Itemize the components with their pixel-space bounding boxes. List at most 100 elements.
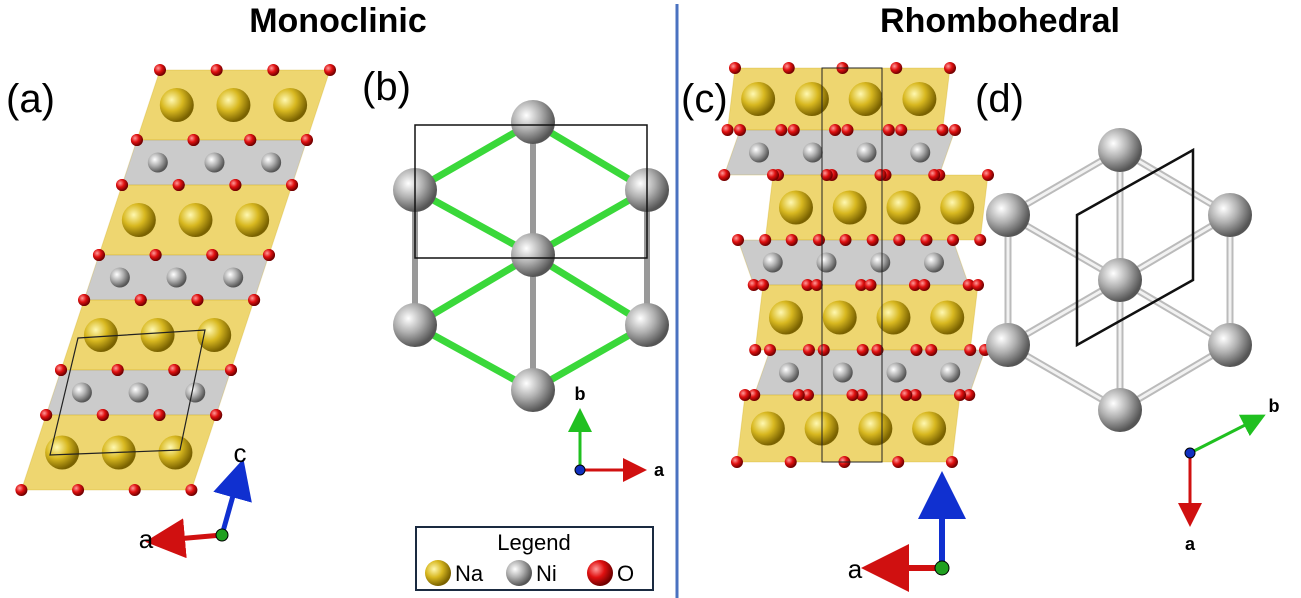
na-atom: [832, 190, 867, 225]
unit-cell: [49, 329, 206, 456]
ni-atom: [625, 303, 669, 347]
o-atom: [210, 409, 223, 421]
o-atom: [802, 389, 814, 401]
o-atom: [829, 124, 842, 136]
na-atom: [822, 300, 857, 335]
axis-label: a: [848, 554, 863, 584]
o-atom: [149, 249, 162, 261]
o-atom: [210, 64, 223, 76]
o-atom: [785, 234, 798, 246]
o-atom: [900, 389, 913, 401]
na-atom: [930, 300, 965, 335]
na-atom: [750, 411, 785, 446]
o-atom: [72, 484, 85, 496]
ni-atom: [802, 142, 823, 163]
o-atom: [732, 234, 744, 246]
bond: [529, 251, 651, 329]
na-atom: [741, 82, 776, 116]
na-atom: [886, 190, 921, 225]
o-atom: [882, 124, 895, 136]
o-atom: [871, 344, 884, 356]
na-atom: [902, 82, 937, 116]
o-atom: [784, 456, 797, 468]
o-atom: [782, 62, 795, 74]
o-atom: [909, 279, 921, 291]
axis-arrow: [1189, 414, 1266, 455]
o-atom: [324, 64, 336, 76]
title-right: Rhombohedral: [880, 2, 1120, 40]
o-atom: [191, 294, 204, 306]
ni-atom: [223, 267, 244, 288]
o-atom: [55, 364, 67, 376]
o-atom: [792, 389, 805, 401]
ni-atom: [1208, 323, 1252, 367]
o-atom: [730, 456, 743, 468]
o-atom: [206, 249, 219, 261]
o-atom: [841, 124, 854, 136]
o-atom: [225, 364, 237, 376]
o-atom: [972, 279, 984, 291]
ni-atom: [749, 142, 769, 163]
bond: [411, 321, 537, 394]
axis-label: b: [575, 384, 586, 404]
ni-atom: [986, 323, 1030, 367]
o-atom: [116, 179, 129, 191]
legend-swatch: [587, 560, 613, 586]
o-atom: [748, 389, 761, 401]
o-atom: [963, 389, 976, 401]
o-atom: [775, 124, 788, 136]
ni-atom: [204, 152, 225, 173]
o-atom: [286, 179, 299, 191]
o-atom: [928, 169, 941, 181]
o-atom: [787, 124, 800, 136]
ni-atom: [924, 252, 944, 273]
na-atom: [121, 203, 156, 237]
o-atom: [172, 179, 185, 191]
ni-atom: [1098, 388, 1142, 432]
axis-origin: [1184, 447, 1196, 459]
o-atom: [168, 364, 181, 376]
bond: [529, 118, 651, 194]
ni-atom: [109, 267, 130, 288]
ni-atom: [128, 382, 149, 403]
o-atom: [134, 294, 147, 306]
o-atom: [729, 62, 741, 74]
o-atom: [154, 64, 166, 76]
o-atom: [925, 344, 938, 356]
o-atom: [734, 124, 746, 136]
legend-swatch: [425, 560, 451, 586]
na-atom: [768, 300, 803, 335]
o-atom: [936, 124, 949, 136]
axis-label: a: [139, 524, 154, 554]
panel-label: (b): [362, 65, 411, 109]
ni-atom: [147, 152, 168, 173]
legend-item: Na: [455, 561, 484, 586]
o-atom: [895, 124, 908, 136]
na-atom: [858, 411, 893, 446]
o-atom: [949, 124, 961, 136]
legend-item: O: [617, 561, 634, 586]
ni-atom: [986, 193, 1030, 237]
o-atom: [78, 294, 91, 306]
o-atom: [855, 389, 868, 401]
na-atom: [848, 82, 883, 116]
o-atom: [982, 169, 994, 181]
o-atom: [893, 234, 906, 246]
panel-label: (d): [975, 77, 1024, 121]
ni-atom: [856, 142, 877, 163]
o-atom: [866, 234, 879, 246]
na-atom: [83, 318, 118, 352]
ni-atom: [779, 362, 799, 383]
o-atom: [111, 364, 124, 376]
na-atom: [876, 300, 911, 335]
ni-atom: [166, 267, 187, 288]
o-atom: [820, 169, 833, 181]
bond: [411, 186, 537, 259]
ni-atom: [886, 362, 907, 383]
ni-atom: [185, 382, 206, 403]
bond: [411, 118, 537, 194]
axis-label: a: [654, 460, 665, 480]
o-atom: [757, 279, 769, 291]
